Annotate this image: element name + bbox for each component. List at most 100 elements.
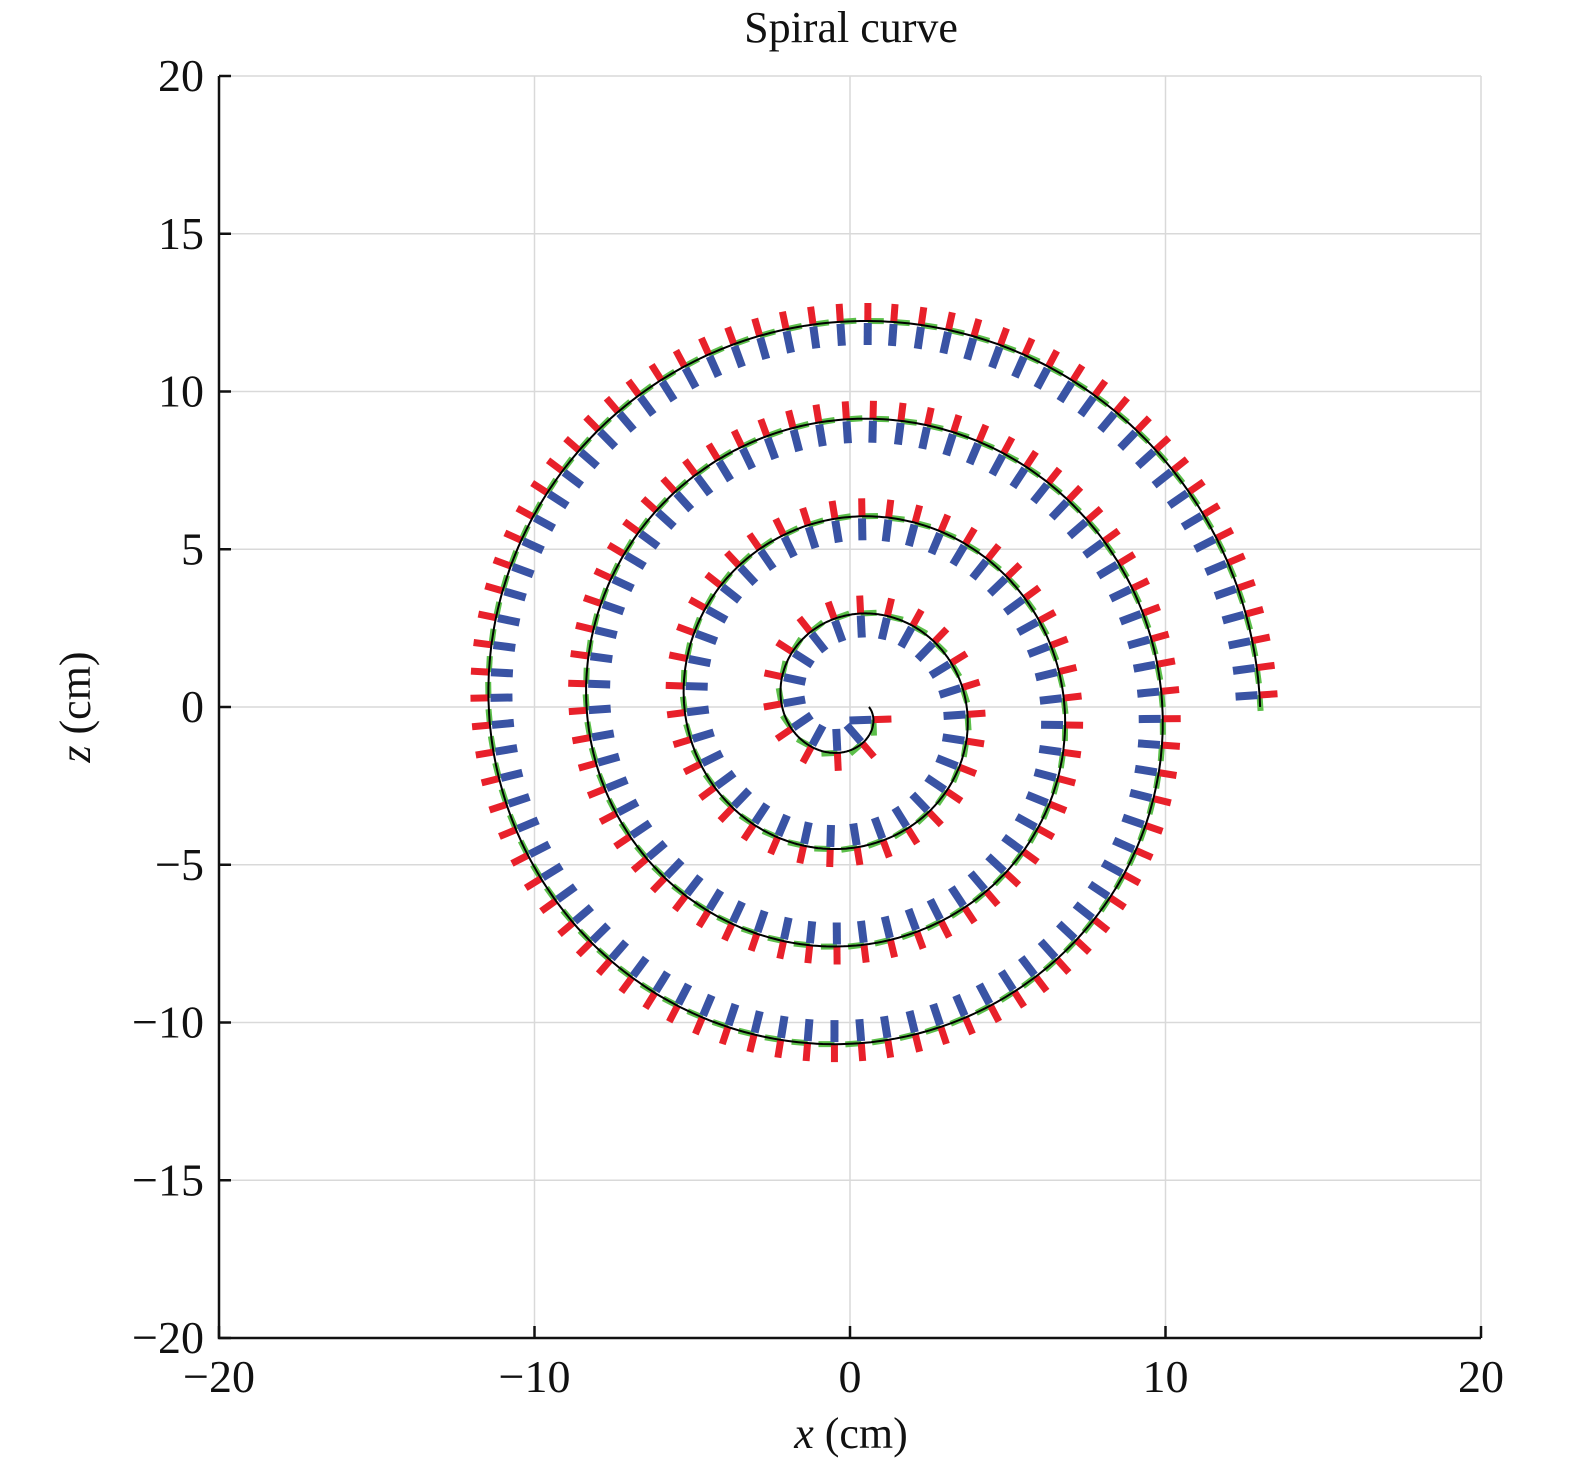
marker-x-axis xyxy=(740,822,757,842)
marker-x-axis xyxy=(879,839,893,859)
marker-z-axis xyxy=(1087,880,1111,900)
marker-z-axis xyxy=(985,853,1007,875)
marker-z-axis xyxy=(750,1010,764,1034)
marker-z-axis xyxy=(674,982,693,1006)
x-tick-label: −20 xyxy=(183,1351,255,1402)
marker-x-axis xyxy=(897,402,907,422)
marker-z-axis xyxy=(965,442,982,466)
marker-z-axis xyxy=(686,705,710,717)
marker-z-axis xyxy=(904,523,919,547)
marker-z-axis xyxy=(685,682,708,691)
frame-marker xyxy=(818,1020,839,1063)
frame-marker xyxy=(577,746,621,772)
marker-z-axis xyxy=(1011,355,1028,379)
frame-marker xyxy=(488,788,531,814)
marker-z-axis xyxy=(904,907,920,932)
marker-z-axis xyxy=(927,531,944,556)
marker-x-axis xyxy=(695,909,712,929)
marker-z-axis xyxy=(988,345,1004,370)
frame-marker xyxy=(887,303,910,347)
marker-x-axis xyxy=(826,848,834,868)
marker-x-axis xyxy=(698,336,712,356)
marker-z-axis xyxy=(803,1018,814,1042)
frame-marker xyxy=(682,458,714,497)
marker-z-axis xyxy=(1213,585,1238,600)
marker-z-axis xyxy=(589,652,613,664)
frame-marker xyxy=(1227,633,1271,657)
x-tick-label: 20 xyxy=(1458,1351,1504,1402)
marker-z-axis xyxy=(935,754,959,770)
marker-x-axis xyxy=(824,600,838,621)
marker-x-axis xyxy=(807,306,817,326)
marker-x-axis xyxy=(778,310,790,330)
marker-z-axis xyxy=(655,509,677,530)
frame-marker xyxy=(692,888,725,929)
marker-z-axis xyxy=(591,729,615,742)
marker-z-axis xyxy=(490,668,514,678)
frame-marker xyxy=(785,409,810,453)
marker-z-axis xyxy=(652,970,671,994)
marker-x-axis xyxy=(1156,657,1176,668)
marker-z-axis xyxy=(988,453,1007,477)
marker-x-axis xyxy=(473,639,492,649)
marker-x-axis xyxy=(884,1039,895,1059)
frame-marker xyxy=(470,681,513,702)
frame-marker xyxy=(498,813,540,840)
frame-marker xyxy=(1138,714,1181,735)
marker-x-axis xyxy=(949,650,969,666)
marker-x-axis xyxy=(523,875,543,891)
marker-z-axis xyxy=(780,916,793,940)
marker-x-axis xyxy=(488,801,508,814)
frame-marker xyxy=(613,819,653,850)
frame-marker xyxy=(1136,686,1180,708)
marker-x-axis xyxy=(945,311,956,331)
marker-z-axis xyxy=(756,336,771,361)
marker-x-axis xyxy=(1251,633,1271,645)
marker-z-axis xyxy=(693,474,714,497)
marker-x-axis xyxy=(1130,577,1150,592)
marker-x-axis xyxy=(586,785,607,799)
marker-x-axis xyxy=(1069,363,1086,383)
marker-z-axis xyxy=(731,787,753,809)
marker-x-axis xyxy=(1236,578,1256,592)
marker-x-axis xyxy=(983,888,1001,908)
frame-marker xyxy=(1011,337,1041,379)
marker-z-axis xyxy=(616,798,640,817)
marker-x-axis xyxy=(812,404,823,424)
marker-x-axis xyxy=(704,571,723,589)
marker-x-axis xyxy=(571,734,591,745)
y-tick-label: 15 xyxy=(158,208,204,259)
frame-marker xyxy=(988,435,1020,477)
frame-marker xyxy=(778,310,803,354)
frame-marker xyxy=(927,513,957,556)
marker-z-axis xyxy=(997,969,1017,993)
marker-x-axis xyxy=(665,681,684,690)
marker-x-axis xyxy=(774,1039,785,1059)
marker-x-axis xyxy=(730,429,746,449)
marker-z-axis xyxy=(849,715,872,725)
marker-x-axis xyxy=(962,1016,976,1036)
marker-x-axis xyxy=(698,784,717,801)
marker-x-axis xyxy=(575,939,594,958)
frame-marker xyxy=(1041,720,1084,742)
marker-x-axis xyxy=(1049,635,1069,649)
marker-z-axis xyxy=(891,805,911,829)
frame-marker xyxy=(571,721,615,745)
marker-z-axis xyxy=(516,816,540,833)
marker-z-axis xyxy=(1132,660,1157,673)
marker-z-axis xyxy=(783,673,807,686)
marker-z-axis xyxy=(942,433,957,457)
frame-marker xyxy=(761,813,791,856)
marker-z-axis xyxy=(842,421,852,444)
marker-z-axis xyxy=(1056,920,1078,942)
frame-marker xyxy=(1082,527,1121,559)
frame-marker xyxy=(1034,663,1078,688)
frame-marker xyxy=(475,735,518,759)
marker-z-axis xyxy=(1204,559,1228,576)
marker-z-axis xyxy=(880,1015,892,1039)
marker-z-axis xyxy=(1117,429,1139,451)
marker-z-axis xyxy=(683,874,704,897)
marker-z-axis xyxy=(714,769,737,790)
marker-x-axis xyxy=(539,897,558,915)
marker-x-axis xyxy=(796,615,814,635)
